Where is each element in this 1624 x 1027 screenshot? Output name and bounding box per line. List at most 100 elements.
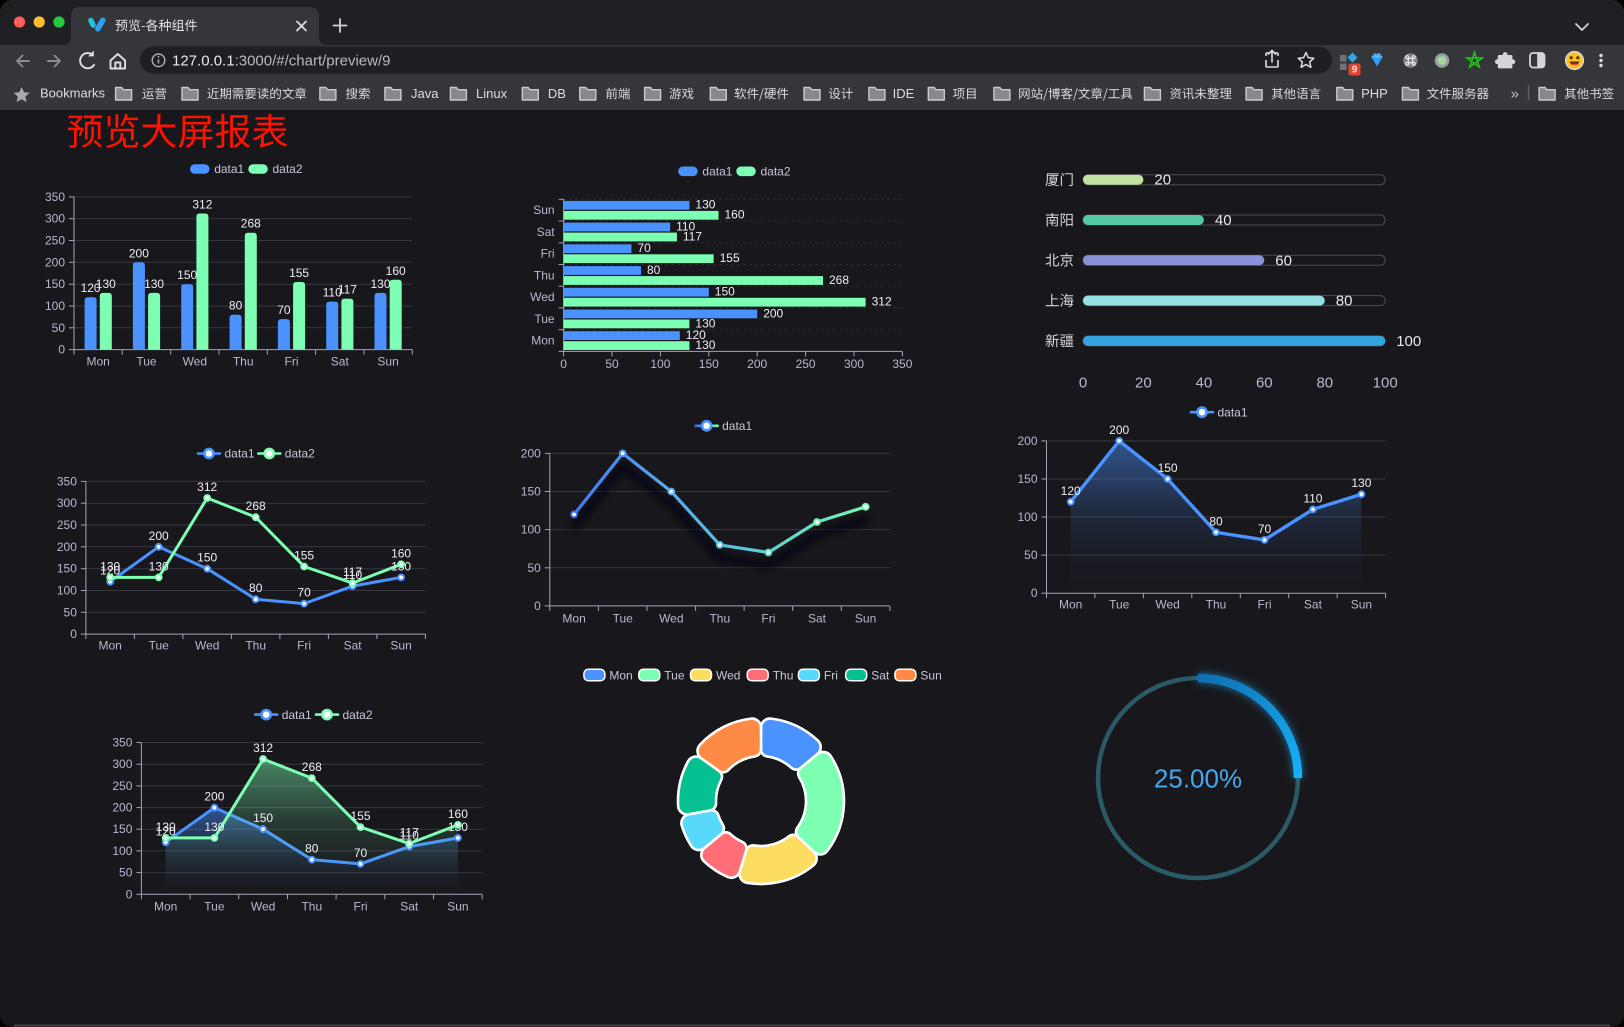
svg-text:Thu: Thu [534, 268, 555, 282]
svg-text:100: 100 [1396, 333, 1421, 350]
svg-text:312: 312 [192, 198, 212, 212]
svg-text:110: 110 [1303, 491, 1322, 505]
svg-text:130: 130 [156, 820, 176, 834]
svg-text:130: 130 [144, 277, 164, 291]
svg-text:IDE: IDE [893, 86, 915, 101]
svg-text:150: 150 [57, 562, 77, 576]
svg-text:312: 312 [197, 480, 217, 494]
svg-text:data1: data1 [225, 447, 255, 461]
svg-text:100: 100 [650, 357, 670, 371]
svg-text:»: » [1511, 86, 1519, 103]
svg-text:110: 110 [343, 568, 362, 582]
svg-text:117: 117 [338, 283, 357, 297]
svg-text:Wed: Wed [195, 639, 219, 653]
svg-text:Fri: Fri [1258, 598, 1272, 612]
svg-text:200: 200 [747, 357, 767, 371]
svg-text:Thu: Thu [773, 668, 794, 682]
svg-text:117: 117 [400, 826, 419, 840]
svg-text:350: 350 [892, 357, 912, 371]
svg-text:Sat: Sat [331, 355, 350, 369]
svg-text:150: 150 [521, 485, 541, 499]
svg-text:PHP: PHP [1361, 86, 1388, 101]
svg-text:40: 40 [1196, 375, 1213, 392]
svg-text:150: 150 [715, 285, 735, 299]
svg-text:110: 110 [400, 829, 419, 843]
svg-text:Tue: Tue [149, 639, 170, 653]
svg-text:Wed: Wed [1155, 598, 1179, 612]
svg-text:Mon: Mon [562, 612, 585, 626]
svg-text:312: 312 [253, 741, 273, 755]
svg-text:Wed: Wed [251, 900, 275, 914]
svg-text:Mon: Mon [531, 334, 554, 348]
svg-text:Thu: Thu [1206, 598, 1227, 612]
svg-text:70: 70 [277, 303, 291, 317]
svg-text:268: 268 [241, 217, 261, 231]
svg-text:50: 50 [52, 321, 66, 335]
svg-text:100: 100 [45, 299, 65, 313]
svg-text:200: 200 [1017, 434, 1037, 448]
svg-text:80: 80 [1336, 293, 1353, 310]
svg-text:9: 9 [1352, 65, 1358, 76]
svg-text:120: 120 [156, 824, 176, 838]
svg-text:Sat: Sat [808, 612, 827, 626]
svg-text:300: 300 [57, 496, 77, 510]
svg-text:268: 268 [302, 760, 322, 774]
svg-text:100: 100 [1373, 375, 1398, 392]
svg-text:120: 120 [100, 564, 120, 578]
svg-text:200: 200 [521, 446, 541, 460]
svg-text:Fri: Fri [541, 247, 555, 261]
svg-text:Sun: Sun [377, 355, 398, 369]
svg-text:0: 0 [58, 343, 65, 357]
svg-text:Tue: Tue [136, 355, 157, 369]
svg-text:117: 117 [683, 229, 702, 243]
svg-text:250: 250 [57, 518, 77, 532]
svg-text:312: 312 [872, 295, 892, 309]
svg-text:Sat: Sat [344, 639, 363, 653]
svg-text:Tue: Tue [534, 312, 555, 326]
svg-text:data2: data2 [343, 708, 373, 722]
svg-text:Fri: Fri [761, 612, 775, 626]
svg-text:60: 60 [1256, 375, 1273, 392]
svg-text:250: 250 [796, 357, 816, 371]
svg-text:data2: data2 [285, 447, 315, 461]
svg-text:150: 150 [177, 268, 197, 282]
svg-text:20: 20 [1154, 172, 1171, 189]
svg-text:200: 200 [112, 801, 132, 815]
svg-text:Wed: Wed [530, 290, 554, 304]
svg-text:0: 0 [1031, 586, 1038, 600]
svg-text:127.0.0.1:3000/#/chart/preview: 127.0.0.1:3000/#/chart/preview/9 [172, 53, 391, 70]
svg-text:Tue: Tue [1109, 598, 1130, 612]
svg-text:Fri: Fri [297, 639, 311, 653]
svg-text:Tue: Tue [204, 900, 225, 914]
svg-text:Wed: Wed [659, 612, 683, 626]
svg-text:350: 350 [57, 474, 77, 488]
svg-text:350: 350 [112, 736, 132, 750]
svg-text:Mon: Mon [154, 900, 177, 914]
svg-text:117: 117 [343, 565, 362, 579]
svg-text:50: 50 [64, 605, 78, 619]
svg-text:120: 120 [1061, 484, 1081, 498]
svg-text:160: 160 [386, 264, 406, 278]
svg-text:Fri: Fri [824, 668, 838, 682]
svg-text:350: 350 [45, 190, 65, 204]
svg-text:150: 150 [1158, 461, 1178, 475]
svg-text:Sun: Sun [920, 668, 941, 682]
svg-text:Mon: Mon [87, 355, 110, 369]
svg-text:Bookmarks: Bookmarks [40, 86, 106, 101]
svg-text:data1: data1 [282, 708, 312, 722]
svg-text:Java: Java [411, 86, 439, 101]
svg-text:100: 100 [521, 523, 541, 537]
svg-text:155: 155 [350, 809, 370, 823]
svg-text:Fri: Fri [354, 900, 368, 914]
svg-text:200: 200 [763, 306, 783, 320]
svg-text:150: 150 [253, 811, 273, 825]
svg-text:268: 268 [829, 273, 849, 287]
svg-text:data1: data1 [702, 165, 732, 179]
svg-text:20: 20 [1135, 375, 1152, 392]
svg-text:155: 155 [289, 266, 309, 280]
svg-text:100: 100 [57, 584, 77, 598]
svg-text:150: 150 [699, 357, 719, 371]
svg-text:60: 60 [1275, 252, 1292, 269]
svg-text:0: 0 [534, 599, 541, 613]
svg-text:25.00%: 25.00% [1154, 764, 1242, 794]
